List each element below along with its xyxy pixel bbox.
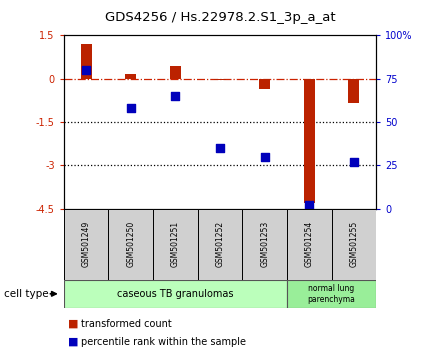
Bar — [304, 79, 315, 203]
Bar — [81, 44, 92, 79]
Text: GSM501251: GSM501251 — [171, 221, 180, 267]
Text: transformed count: transformed count — [81, 319, 172, 329]
Bar — [64, 209, 108, 280]
Text: normal lung
parenchyma: normal lung parenchyma — [308, 284, 356, 303]
Point — [172, 93, 179, 99]
Text: GDS4256 / Hs.22978.2.S1_3p_a_at: GDS4256 / Hs.22978.2.S1_3p_a_at — [105, 11, 335, 24]
Point — [350, 159, 357, 165]
Bar — [125, 74, 136, 79]
Text: cell type: cell type — [4, 289, 49, 299]
Text: GSM501252: GSM501252 — [216, 221, 224, 267]
Bar — [198, 209, 242, 280]
Bar — [287, 209, 332, 280]
Text: GSM501250: GSM501250 — [126, 221, 135, 267]
Text: ■: ■ — [68, 337, 79, 347]
Point — [261, 154, 268, 160]
Text: ■: ■ — [68, 319, 79, 329]
Text: percentile rank within the sample: percentile rank within the sample — [81, 337, 246, 347]
Text: GSM501253: GSM501253 — [260, 221, 269, 267]
Bar — [287, 280, 376, 308]
Bar — [64, 280, 287, 308]
Point — [127, 105, 134, 111]
Bar — [170, 66, 181, 79]
Bar — [259, 79, 270, 89]
Text: GSM501255: GSM501255 — [349, 221, 359, 267]
Text: caseous TB granulomas: caseous TB granulomas — [117, 289, 234, 299]
Bar — [348, 79, 359, 103]
Bar — [242, 209, 287, 280]
Bar — [332, 209, 376, 280]
Point — [306, 202, 313, 208]
Bar — [108, 209, 153, 280]
Bar — [214, 79, 226, 80]
Text: GSM501254: GSM501254 — [305, 221, 314, 267]
Bar — [153, 209, 198, 280]
Point — [83, 67, 90, 73]
Point — [216, 145, 224, 151]
Text: GSM501249: GSM501249 — [81, 221, 91, 267]
